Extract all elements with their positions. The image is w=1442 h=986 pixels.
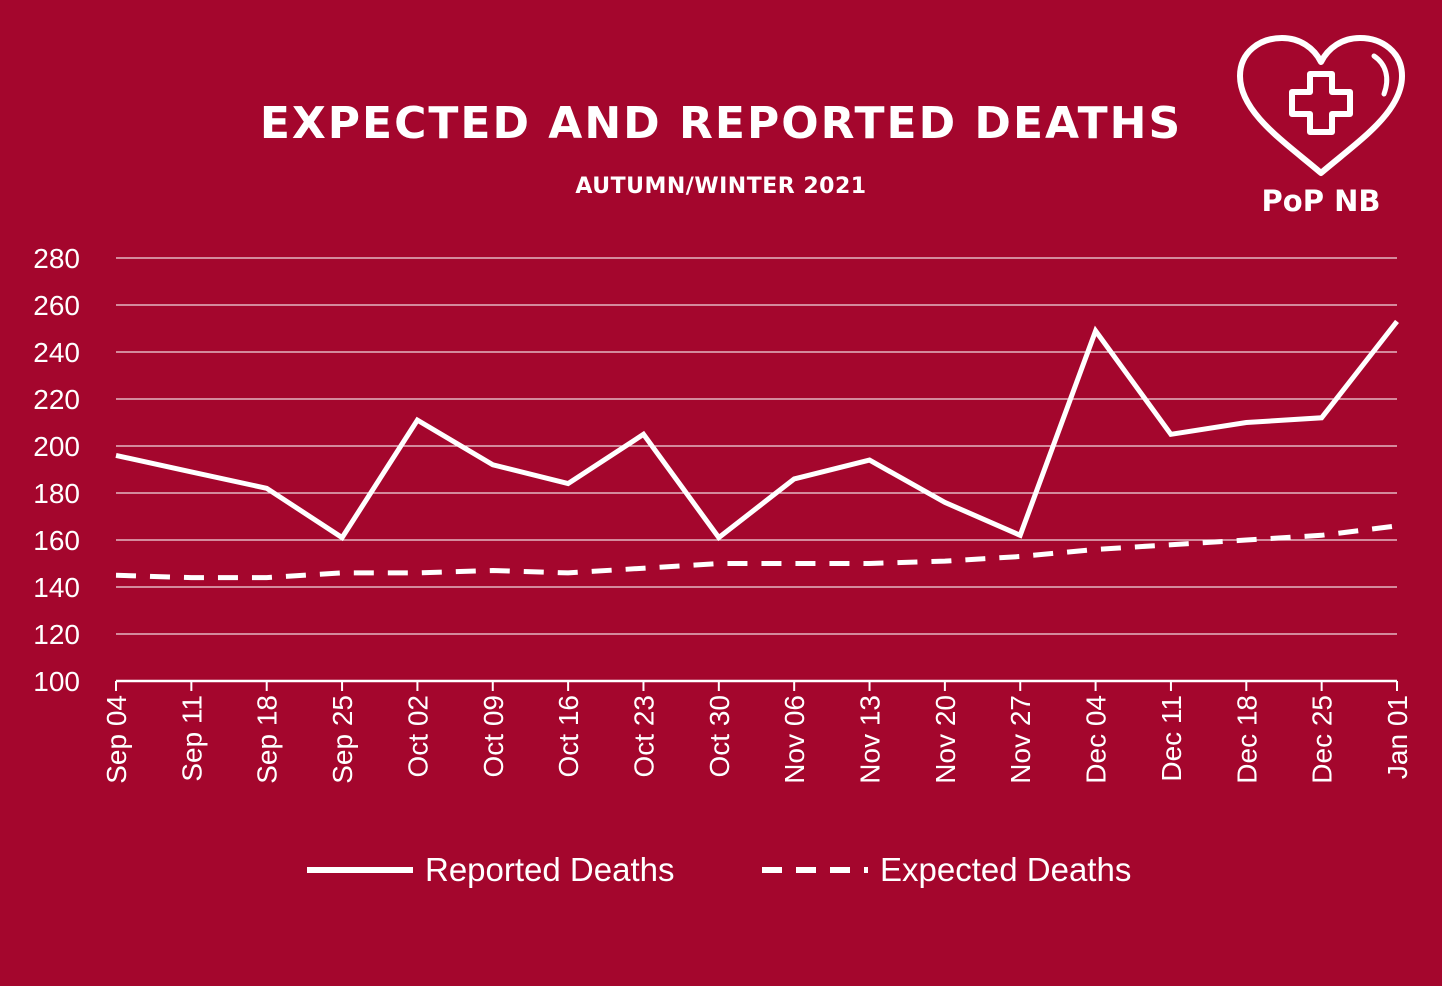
- chart-subtitle: AUTUMN/WINTER 2021: [575, 174, 867, 199]
- y-tick-label: 120: [33, 619, 80, 650]
- legend-label-expected: Expected Deaths: [880, 851, 1132, 888]
- x-tick-label: Sep 25: [327, 695, 358, 784]
- x-tick-label: Jan 01: [1382, 695, 1413, 779]
- x-tick-label: Oct 02: [402, 695, 433, 777]
- legend-swatch-dashed: [762, 867, 868, 873]
- x-tick-label: Dec 25: [1307, 695, 1338, 784]
- y-tick-label: 260: [33, 290, 80, 321]
- logo: PoP NB: [1226, 28, 1416, 228]
- x-tick-label: Dec 18: [1231, 695, 1262, 784]
- heart-with-cross-icon: [1237, 35, 1405, 176]
- y-tick-label: 100: [33, 666, 80, 697]
- x-tick-label: Oct 23: [628, 695, 659, 777]
- y-tick-label: 280: [33, 243, 80, 274]
- x-tick-label: Nov 13: [855, 695, 886, 784]
- x-tick-label: Nov 06: [779, 695, 810, 784]
- x-tick-label: Sep 04: [101, 695, 132, 784]
- chart-legend: Reported Deaths Expected Deaths: [0, 848, 1442, 892]
- logo-text: PoP NB: [1261, 184, 1381, 218]
- x-tick-label: Nov 20: [930, 695, 961, 784]
- y-tick-label: 240: [33, 337, 80, 368]
- series-line-reported: [115, 319, 1399, 542]
- legend-swatch-solid: [307, 867, 413, 873]
- y-tick-label: 140: [33, 572, 80, 603]
- y-tick-label: 220: [33, 384, 80, 415]
- x-tick-label: Oct 30: [704, 695, 735, 777]
- x-tick-label: Sep 11: [176, 695, 207, 782]
- legend-label-reported: Reported Deaths: [425, 851, 675, 888]
- chart-title: EXPECTED AND REPORTED DEATHS: [259, 98, 1183, 149]
- x-tick-label: Dec 11: [1156, 695, 1187, 782]
- x-tick-label: Nov 27: [1005, 695, 1036, 784]
- y-tick-label: 160: [33, 525, 80, 556]
- x-tick-label: Sep 18: [252, 695, 283, 784]
- x-tick-label: Dec 04: [1081, 695, 1112, 784]
- y-tick-label: 200: [33, 431, 80, 462]
- series-line-expected: [115, 523, 1398, 581]
- y-tick-label: 180: [33, 478, 80, 509]
- x-tick-label: Oct 16: [553, 695, 584, 777]
- legend-item-expected: Expected Deaths: [762, 848, 1131, 892]
- legend-item-reported: Reported Deaths: [307, 848, 674, 892]
- x-tick-label: Oct 09: [478, 695, 509, 777]
